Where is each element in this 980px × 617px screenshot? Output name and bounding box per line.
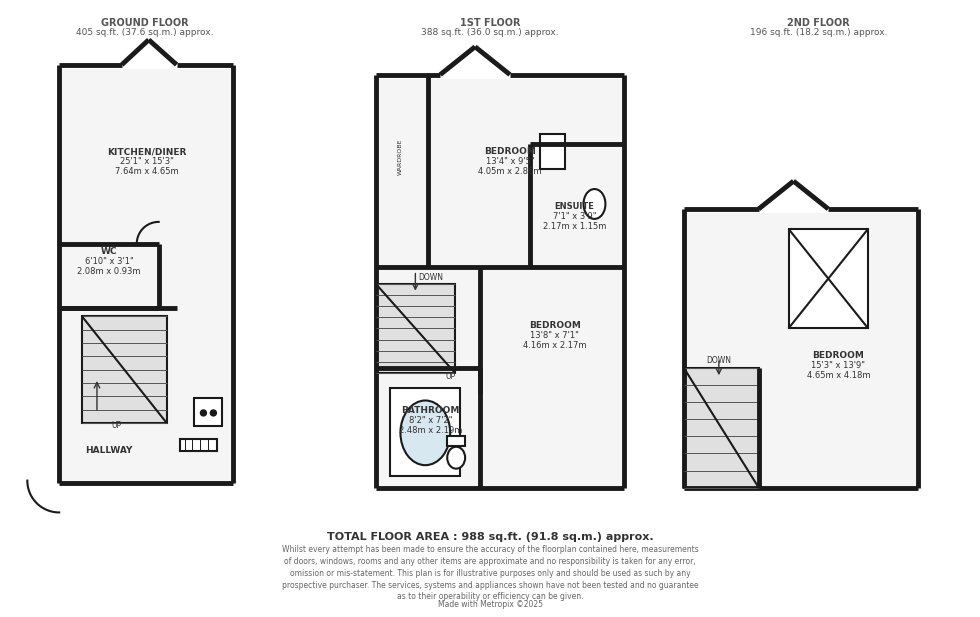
- Text: BEDROOM: BEDROOM: [484, 147, 536, 156]
- Text: HALLWAY: HALLWAY: [85, 445, 132, 455]
- Text: 2ND FLOOR: 2ND FLOOR: [787, 18, 850, 28]
- Ellipse shape: [583, 189, 606, 219]
- Text: WC: WC: [101, 247, 118, 255]
- Circle shape: [211, 410, 217, 416]
- Text: 2.48m x 2.19m: 2.48m x 2.19m: [399, 426, 462, 435]
- Text: DOWN: DOWN: [707, 356, 731, 365]
- Bar: [447, 436, 465, 445]
- Bar: [540, 135, 564, 169]
- Text: WARDROBE: WARDROBE: [398, 139, 403, 175]
- Text: BEDROOM: BEDROOM: [529, 321, 580, 330]
- Text: 196 sq.ft. (18.2 sq.m.) approx.: 196 sq.ft. (18.2 sq.m.) approx.: [750, 28, 887, 37]
- Text: 15'3" x 13'9": 15'3" x 13'9": [811, 361, 865, 370]
- Text: 4.05m x 2.86m: 4.05m x 2.86m: [478, 167, 542, 176]
- Text: 2.08m x 0.93m: 2.08m x 0.93m: [77, 267, 141, 276]
- Ellipse shape: [447, 447, 465, 469]
- Text: Made with Metropix ©2025: Made with Metropix ©2025: [437, 600, 543, 609]
- Text: 4.16m x 2.17m: 4.16m x 2.17m: [523, 341, 586, 350]
- Text: 6'10" x 3'1": 6'10" x 3'1": [84, 257, 133, 266]
- Text: Whilst every attempt has been made to ensure the accuracy of the floorplan conta: Whilst every attempt has been made to en…: [281, 545, 699, 602]
- Text: 8'2" x 7'2": 8'2" x 7'2": [409, 416, 452, 425]
- Text: TOTAL FLOOR AREA : 988 sq.ft. (91.8 sq.m.) approx.: TOTAL FLOOR AREA : 988 sq.ft. (91.8 sq.m…: [326, 532, 654, 542]
- Text: 1ST FLOOR: 1ST FLOOR: [460, 18, 520, 28]
- Text: 13'4" x 9'5": 13'4" x 9'5": [485, 157, 534, 166]
- Text: KITCHEN/DINER: KITCHEN/DINER: [107, 147, 186, 156]
- Text: 7'1" x 3'9": 7'1" x 3'9": [553, 212, 596, 221]
- Bar: [377, 78, 622, 487]
- Bar: [789, 229, 868, 328]
- Text: BEDROOM: BEDROOM: [812, 351, 864, 360]
- Bar: [684, 368, 759, 487]
- Text: 388 sq.ft. (36.0 sq.m.) approx.: 388 sq.ft. (36.0 sq.m.) approx.: [421, 28, 559, 37]
- Bar: [194, 398, 222, 426]
- Bar: [390, 388, 461, 476]
- Text: 4.65m x 4.18m: 4.65m x 4.18m: [807, 371, 870, 380]
- Text: 7.64m x 4.65m: 7.64m x 4.65m: [115, 167, 178, 176]
- Text: DOWN: DOWN: [417, 273, 443, 281]
- Circle shape: [201, 410, 207, 416]
- Text: BATHROOM: BATHROOM: [401, 406, 460, 415]
- Text: UP: UP: [445, 372, 456, 381]
- Bar: [179, 439, 218, 451]
- Text: GROUND FLOOR: GROUND FLOOR: [101, 18, 188, 28]
- Bar: [61, 68, 231, 482]
- Text: 25'1" x 15'3": 25'1" x 15'3": [120, 157, 173, 166]
- Ellipse shape: [401, 400, 450, 465]
- Text: 405 sq.ft. (37.6 sq.m.) approx.: 405 sq.ft. (37.6 sq.m.) approx.: [76, 28, 214, 37]
- Text: 2.17m x 1.15m: 2.17m x 1.15m: [543, 222, 607, 231]
- Bar: [375, 284, 455, 373]
- Text: UP: UP: [112, 421, 122, 430]
- Bar: [686, 213, 916, 487]
- Bar: [82, 317, 167, 423]
- Text: 13'8" x 7'1": 13'8" x 7'1": [530, 331, 579, 341]
- Text: ENSUITE: ENSUITE: [555, 202, 595, 211]
